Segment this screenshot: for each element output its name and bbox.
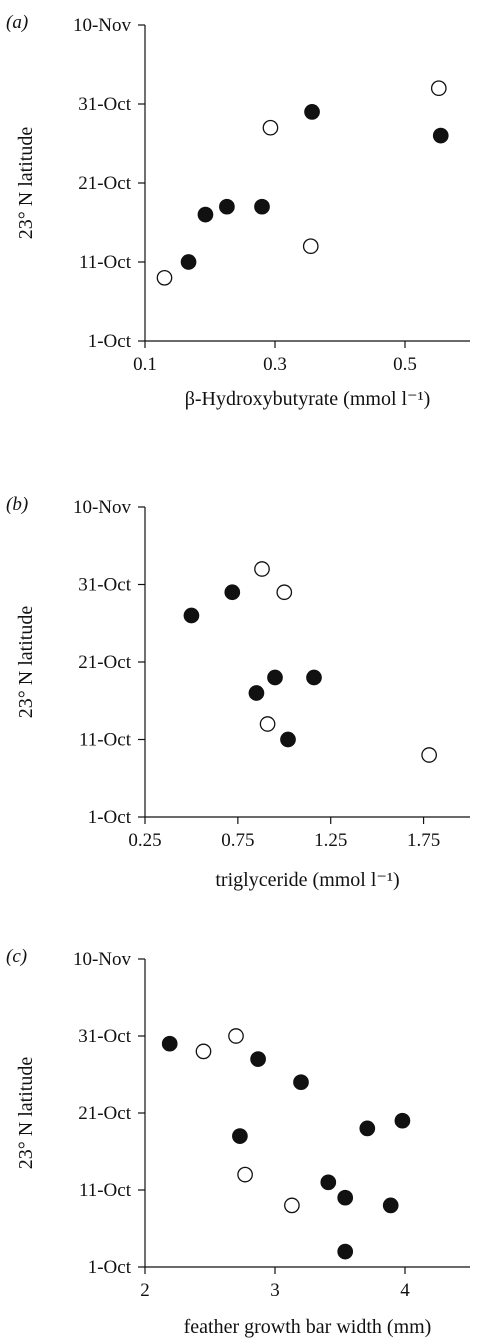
- data-point-filled: [267, 669, 283, 686]
- y-tick-label: 1-Oct: [88, 1257, 132, 1278]
- y-tick-label: 31-Oct: [78, 1026, 131, 1047]
- x-tick-label: 0.5: [393, 354, 417, 375]
- data-point-filled: [161, 1035, 178, 1052]
- data-point-open: [228, 1028, 244, 1044]
- data-point-filled: [250, 1051, 266, 1067]
- data-point-filled: [359, 1120, 376, 1137]
- x-tick-label: 1.25: [314, 830, 347, 851]
- data-point-open: [302, 238, 319, 255]
- data-point-open: [262, 119, 279, 136]
- data-point-filled: [337, 1189, 354, 1206]
- scatter-chart-a: 1-Oct 11-Oct 21-Oct 31-Oct 10-Nov 0.1 0.3 0.5 (a…: [6, 12, 470, 410]
- x-axis-label: feather growth bar width (mm): [184, 1316, 432, 1338]
- y-tick-label: 21-Oct: [78, 1103, 131, 1124]
- panel-label: (a): [6, 12, 28, 33]
- data-point-filled: [382, 1197, 399, 1214]
- y-tick-label: 1-Oct: [88, 331, 132, 352]
- y-tick-label: 21-Oct: [78, 652, 131, 673]
- y-tick-label: 31-Oct: [78, 575, 131, 596]
- y-tick-label: 10-Nov: [73, 15, 132, 36]
- data-point-filled: [183, 607, 200, 624]
- panel-label: (c): [6, 946, 27, 967]
- x-axis-label: triglyceride (mmol l⁻¹): [215, 869, 399, 891]
- data-point-filled: [197, 206, 214, 223]
- y-tick-label: 11-Oct: [79, 252, 132, 273]
- data-point-open: [421, 747, 437, 763]
- y-tick-label: 31-Oct: [78, 94, 131, 115]
- data-point-filled: [306, 669, 322, 686]
- data-point-filled: [304, 104, 320, 120]
- panel-label: (b): [6, 494, 28, 515]
- y-axis-label: 23° N latitude: [15, 127, 37, 240]
- y-tick-label: 11-Oct: [79, 1180, 132, 1201]
- data-point-open: [259, 716, 276, 732]
- data-point-filled: [394, 1112, 411, 1129]
- x-tick-label: 0.3: [263, 354, 287, 375]
- scatter-chart-b: 1-Oct 11-Oct 21-Oct 31-Oct 10-Nov 0.25 0.75 1.2…: [6, 494, 470, 891]
- scatter-chart-c: 1-Oct 11-Oct 21-Oct 31-Oct 10-Nov 2 3 4 (c) feath…: [6, 946, 470, 1338]
- data-point-open: [284, 1197, 300, 1214]
- x-tick-label: 4: [400, 1280, 410, 1301]
- y-tick-label: 21-Oct: [78, 173, 131, 194]
- y-axis-label: 23° N latitude: [15, 606, 37, 719]
- panel-b: 1-Oct 11-Oct 21-Oct 31-Oct 10-Nov 0.25 0.75 1.2…: [0, 470, 488, 910]
- data-point-filled: [337, 1243, 354, 1260]
- data-point-open: [430, 80, 447, 97]
- y-tick-label: 1-Oct: [88, 807, 132, 828]
- data-point-filled: [248, 685, 265, 701]
- data-point-filled: [254, 198, 270, 215]
- x-tick-label: 1.75: [407, 830, 440, 851]
- data-point-open: [156, 269, 173, 286]
- data-point-open: [254, 561, 270, 577]
- panel-c: 1-Oct 11-Oct 21-Oct 31-Oct 10-Nov 2 3 4 (c) feath…: [0, 920, 488, 1339]
- data-point-open: [237, 1166, 253, 1183]
- y-axis-label: 23° N latitude: [15, 1057, 37, 1170]
- data-point-open: [195, 1043, 212, 1060]
- data-point-filled: [180, 254, 197, 270]
- x-tick-label: 0.25: [128, 830, 161, 851]
- y-tick-label: 11-Oct: [79, 730, 132, 751]
- x-tick-label: 3: [270, 1280, 280, 1301]
- data-point-filled: [219, 198, 235, 215]
- data-point-filled: [224, 584, 241, 601]
- x-tick-label: 0.75: [221, 830, 254, 851]
- data-point-filled: [293, 1074, 309, 1091]
- data-point-filled: [432, 127, 449, 144]
- data-point-filled: [280, 731, 296, 748]
- y-tick-label: 10-Nov: [73, 497, 132, 518]
- y-tick-label: 10-Nov: [73, 949, 132, 970]
- x-axis-label: β-Hydroxybutyrate (mmol l⁻¹): [185, 388, 431, 410]
- data-point-filled: [320, 1174, 337, 1191]
- panel-a: 1-Oct 11-Oct 21-Oct 31-Oct 10-Nov 0.1 0.3 0.5 (a…: [0, 0, 488, 420]
- data-point-filled: [232, 1128, 248, 1144]
- x-tick-label: 0.1: [133, 354, 157, 375]
- x-tick-label: 2: [140, 1280, 150, 1301]
- data-point-open: [276, 584, 293, 601]
